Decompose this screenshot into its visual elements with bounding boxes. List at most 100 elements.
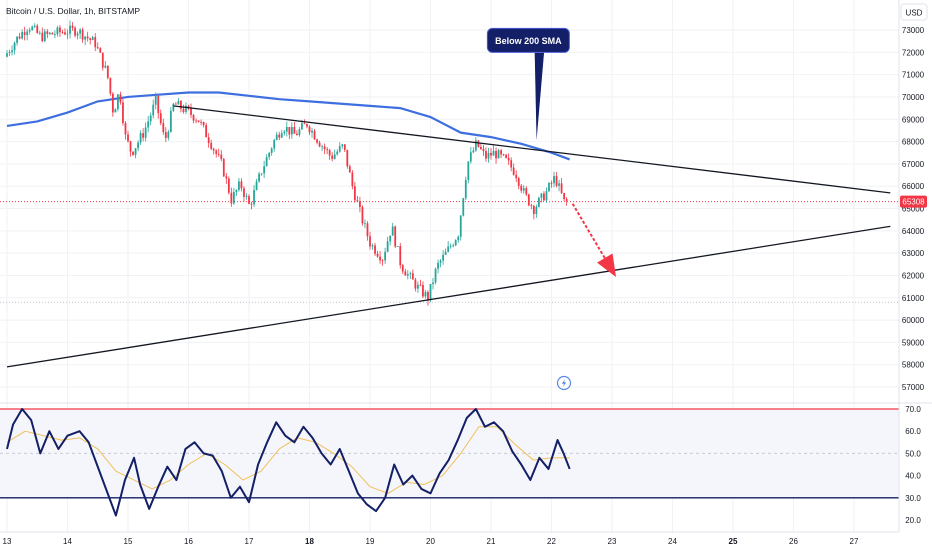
candle-body bbox=[174, 103, 177, 105]
trendline-upper[interactable] bbox=[173, 105, 891, 194]
candle-body bbox=[94, 37, 97, 48]
candle-body bbox=[212, 148, 215, 151]
forecast-arrow[interactable] bbox=[571, 203, 616, 277]
price-tick-label: 58000 bbox=[902, 361, 925, 370]
candle-body bbox=[162, 123, 165, 133]
candle-body bbox=[507, 157, 510, 161]
rsi-line bbox=[6, 408, 571, 517]
candle-body bbox=[159, 113, 162, 124]
candle-body bbox=[462, 198, 465, 216]
candle-body bbox=[142, 133, 145, 138]
time-tick-label: 14 bbox=[63, 537, 72, 546]
annotation-callout[interactable]: Below 200 SMA bbox=[486, 27, 570, 147]
chart-title: Bitcoin / U.S. Dollar, 1h, BITSTAMP bbox=[6, 6, 140, 16]
candle-body bbox=[154, 95, 157, 105]
rsi-signal-line bbox=[6, 426, 570, 494]
candle-body bbox=[245, 196, 248, 197]
candle-body bbox=[71, 25, 74, 28]
candle-body bbox=[222, 159, 225, 177]
candle-body bbox=[18, 36, 21, 39]
trendlines[interactable] bbox=[6, 105, 891, 368]
candle-body bbox=[359, 201, 361, 208]
candle-body bbox=[331, 155, 334, 159]
candle-body bbox=[74, 27, 76, 36]
candle-body bbox=[200, 122, 203, 123]
candle-body bbox=[238, 181, 240, 190]
sma-line bbox=[6, 91, 571, 161]
time-tick-label: 23 bbox=[608, 537, 617, 546]
currency-button-label[interactable]: USD bbox=[906, 9, 923, 18]
candle-body bbox=[117, 94, 119, 110]
candle-body bbox=[232, 191, 235, 204]
candle-body bbox=[525, 188, 528, 195]
candle-body bbox=[424, 291, 427, 297]
candle-body bbox=[454, 240, 457, 246]
candle-body bbox=[285, 127, 288, 132]
candle-body bbox=[280, 133, 283, 138]
currency-button-bg[interactable] bbox=[900, 3, 928, 21]
candle-body bbox=[336, 151, 339, 155]
candle-body bbox=[91, 37, 94, 41]
candle-body bbox=[555, 176, 558, 186]
price-tick-label: 64000 bbox=[902, 227, 925, 236]
candle-body bbox=[225, 176, 228, 179]
last-price-tag: 65308 bbox=[900, 195, 927, 208]
price-tick-label: 57000 bbox=[902, 383, 925, 392]
candle-body bbox=[409, 273, 412, 275]
time-tick-label: 21 bbox=[487, 537, 496, 546]
candle-body bbox=[318, 142, 321, 147]
candle-body bbox=[422, 285, 424, 297]
candle-body bbox=[11, 50, 13, 53]
candle-body bbox=[326, 149, 329, 151]
price-tick-label: 62000 bbox=[902, 271, 925, 280]
lightning-icon[interactable] bbox=[556, 375, 572, 391]
price-axis: 57000 58000 59000 60000 61000 62000 63000 64000… bbox=[902, 26, 925, 392]
candle-body bbox=[202, 122, 205, 126]
candle-body bbox=[371, 245, 374, 247]
candle-body bbox=[437, 262, 439, 269]
candle-body bbox=[288, 127, 291, 135]
candle-body bbox=[268, 152, 271, 158]
candle-body bbox=[185, 105, 187, 112]
time-tick-label: 22 bbox=[547, 537, 556, 546]
currency-button[interactable]: USD bbox=[900, 3, 928, 21]
candle-body bbox=[535, 206, 538, 215]
time-tick-label: 27 bbox=[850, 537, 859, 546]
rsi-tick-label: 20.0 bbox=[905, 516, 921, 525]
candle-body bbox=[182, 108, 185, 112]
candle-body bbox=[215, 150, 218, 154]
candle-body bbox=[439, 260, 442, 263]
candle-body bbox=[41, 32, 44, 42]
candle-body bbox=[432, 282, 434, 285]
candle-body bbox=[401, 265, 404, 272]
candle-body bbox=[321, 146, 324, 148]
candle-body bbox=[144, 127, 147, 138]
candle-body bbox=[33, 25, 36, 27]
candle-body bbox=[464, 179, 467, 199]
candle-body bbox=[293, 127, 296, 134]
time-tick-label: 15 bbox=[124, 537, 133, 546]
candle-body bbox=[43, 31, 46, 42]
trendline-lower[interactable] bbox=[6, 225, 891, 368]
candle-body bbox=[485, 150, 487, 159]
candle-body bbox=[210, 142, 213, 149]
price-tick-label: 71000 bbox=[902, 71, 925, 80]
candle-body bbox=[84, 36, 87, 40]
candle-body bbox=[197, 120, 200, 123]
candle-body bbox=[505, 154, 508, 158]
candle-body bbox=[543, 193, 545, 201]
candle-body bbox=[467, 161, 470, 180]
candle-body bbox=[240, 181, 243, 189]
candle-body bbox=[416, 284, 419, 289]
candle-body bbox=[348, 166, 351, 173]
price-tick-label: 67000 bbox=[902, 160, 925, 169]
candle-body bbox=[76, 33, 79, 36]
candle-body bbox=[444, 251, 447, 255]
candle-body bbox=[306, 124, 308, 127]
time-tick-label: 17 bbox=[245, 537, 254, 546]
candle-body bbox=[164, 132, 167, 138]
candle-body bbox=[250, 203, 253, 205]
candle-body bbox=[356, 200, 359, 202]
rsi-band-fill bbox=[0, 409, 899, 498]
